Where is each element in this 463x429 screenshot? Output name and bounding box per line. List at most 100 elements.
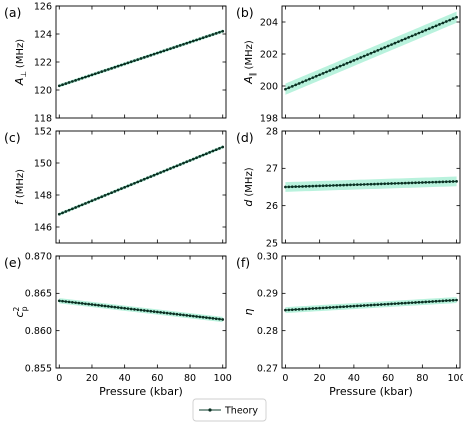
- data-point: [64, 300, 68, 303]
- data-point: [182, 161, 185, 165]
- axes-frame: [55, 5, 227, 119]
- data-point: [393, 41, 397, 45]
- data-point: [71, 300, 74, 304]
- data-point: [318, 184, 321, 188]
- data-point: [352, 304, 356, 308]
- data-point: [74, 301, 77, 305]
- data-point: [218, 146, 221, 150]
- data-point: [417, 300, 421, 304]
- data-point: [417, 31, 421, 35]
- data-point: [359, 56, 363, 59]
- data-point: [335, 183, 339, 187]
- data-point: [407, 181, 410, 185]
- x-tick-label: 100: [214, 373, 232, 384]
- data-point: [393, 302, 397, 306]
- x-tick-label: 80: [416, 373, 428, 384]
- data-point: [342, 305, 345, 309]
- data-point: [332, 67, 335, 71]
- data-point: [400, 38, 404, 42]
- data-point: [172, 312, 176, 316]
- data-point: [397, 302, 400, 305]
- data-point: [71, 207, 74, 211]
- data-point: [325, 184, 328, 188]
- data-point: [156, 310, 159, 314]
- legend-box: [192, 398, 267, 422]
- panel-label: (e): [4, 255, 21, 270]
- data-point: [133, 59, 136, 63]
- data-point: [106, 68, 110, 71]
- data-point: [448, 180, 452, 183]
- data-point: [366, 303, 369, 307]
- data-point: [301, 307, 304, 311]
- data-point: [390, 43, 393, 46]
- data-point: [359, 183, 363, 186]
- panel-label: (a): [4, 5, 21, 20]
- panel-d: 25 26 27 28 (d) d(MHz): [236, 126, 461, 249]
- data-point: [314, 184, 318, 188]
- data-point: [191, 157, 195, 161]
- data-point: [434, 24, 438, 28]
- data-point: [133, 181, 136, 185]
- data-point: [345, 61, 349, 65]
- data-point: [379, 303, 383, 306]
- data-point: [195, 156, 198, 160]
- data-point: [156, 51, 159, 55]
- y-tick-label: 0.865: [25, 289, 52, 300]
- data-point: [182, 313, 185, 317]
- y-tick-label: 0.28: [257, 326, 278, 337]
- data-point: [424, 28, 428, 32]
- data-point: [67, 300, 71, 304]
- data-point: [74, 78, 77, 82]
- y-tick-label: 120: [34, 85, 52, 96]
- data-point: [349, 60, 352, 64]
- data-point: [116, 188, 120, 192]
- data-point: [211, 149, 215, 153]
- data-point: [214, 32, 218, 35]
- data-point: [97, 71, 100, 75]
- data-point: [93, 198, 97, 201]
- data-point: [434, 180, 438, 184]
- y-tick-label: 118: [34, 113, 52, 124]
- data-point: [421, 300, 424, 304]
- data-point: [198, 37, 202, 41]
- data-point: [314, 74, 318, 78]
- data-point: [455, 15, 458, 19]
- data-point: [304, 79, 308, 82]
- data-point: [421, 30, 424, 33]
- data-point: [397, 40, 400, 44]
- data-point: [362, 304, 366, 307]
- data-point: [152, 173, 156, 177]
- data-point: [325, 70, 328, 74]
- data-point: [172, 46, 176, 49]
- data-point: [311, 307, 315, 310]
- y-tick-label: 0.27: [257, 363, 278, 374]
- data-point: [110, 66, 113, 70]
- data-point: [338, 64, 342, 68]
- data-point: [297, 185, 301, 188]
- data-point: [431, 180, 434, 184]
- data-point: [407, 301, 410, 305]
- y-tick-label: 0.855: [25, 363, 52, 374]
- data-point: [123, 306, 126, 310]
- panel-label: (c): [4, 130, 21, 145]
- data-point: [142, 309, 146, 312]
- y-axis-label: c2p: [12, 306, 29, 317]
- data-point: [142, 177, 146, 181]
- data-point: [136, 180, 140, 184]
- x-tick-label: 20: [314, 373, 326, 384]
- data-point: [373, 303, 376, 307]
- data-point: [397, 181, 400, 185]
- data-point: [175, 312, 179, 316]
- data-point: [287, 308, 291, 312]
- y-tick-label: 126: [34, 1, 52, 12]
- data-point: [410, 34, 414, 38]
- data-point: [438, 23, 441, 26]
- data-point: [421, 181, 424, 184]
- data-point: [64, 82, 68, 85]
- y-tick-label: 152: [34, 126, 52, 137]
- data-point: [451, 17, 455, 20]
- data-point: [318, 73, 321, 77]
- data-point: [113, 305, 117, 309]
- data-point: [57, 212, 61, 216]
- y-axis-label: A∥(MHz): [242, 40, 257, 85]
